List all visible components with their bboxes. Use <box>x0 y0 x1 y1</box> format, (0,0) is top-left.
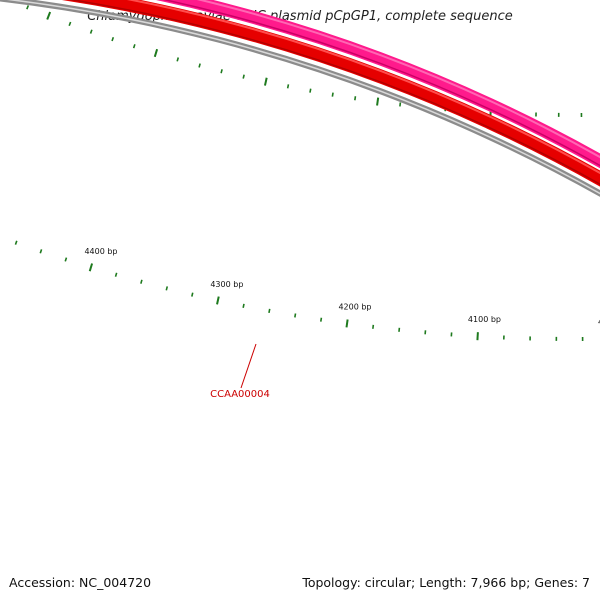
forward-strand-inner-edge <box>126 0 600 175</box>
inner-tick-4220 <box>354 96 357 101</box>
outer-tick-4260 <box>268 308 271 313</box>
inner-tick-4460 <box>89 29 93 34</box>
outer-tick-4400 <box>88 263 94 272</box>
outer-tick-4380 <box>114 272 118 277</box>
backbone-highlight <box>6 0 600 195</box>
gene-annotation: CCAA00004 <box>210 343 270 400</box>
reverse-strand-inner-edge <box>196 0 600 159</box>
outer-tick-4420 <box>64 257 68 262</box>
topology-summary: Topology: circular; Length: 7,966 bp; Ge… <box>302 575 590 590</box>
inner-tick-4200 <box>376 97 380 106</box>
inner-tick-4520 <box>26 5 30 10</box>
tick-label-4300: 4300 bp <box>210 280 243 289</box>
outer-tick-4300 <box>216 296 220 305</box>
inner-tick-4360 <box>198 63 201 68</box>
outer-tick-4220 <box>319 317 323 322</box>
outer-tick-4340 <box>165 286 169 291</box>
inner-tick-4500 <box>46 11 52 20</box>
inner-tick-4260 <box>309 88 312 93</box>
tick-label-4000: 4000 bp <box>598 318 600 327</box>
inner-tick-4300 <box>263 77 268 86</box>
gene-leader-line <box>240 343 257 389</box>
forward-strand-outer-edge <box>68 0 600 186</box>
accession-text: Accession: NC_004720 <box>9 575 152 590</box>
outer-tick-4280 <box>242 303 245 308</box>
reverse-strand-outer-edge <box>162 0 600 167</box>
tick-label-4400: 4400 bp <box>84 247 117 256</box>
tick-label-4100: 4100 bp <box>468 315 501 324</box>
outer-tick-4440 <box>39 249 43 254</box>
inner-tick-4240 <box>331 92 334 97</box>
outer-tick-4240 <box>294 313 297 318</box>
reverse-strand-band <box>155 0 600 169</box>
gene-label: CCAA00004 <box>210 389 270 400</box>
tick-label-4200: 4200 bp <box>338 303 371 312</box>
inner-tick-4280 <box>286 84 290 89</box>
inner-tick-4340 <box>220 69 223 74</box>
inner-tick-4420 <box>132 44 136 49</box>
inner-tick-4320 <box>242 74 245 79</box>
outer-tick-4360 <box>140 279 143 284</box>
inner-tick-4480 <box>68 21 72 27</box>
outer-tick-4320 <box>191 292 194 297</box>
feature-tracks <box>0 0 600 197</box>
outer-tick-4200 <box>345 319 349 328</box>
inner-tick-4380 <box>176 57 180 62</box>
inner-tick-4400 <box>153 48 159 58</box>
outer-tick-4460 <box>14 240 18 245</box>
forward-strand-band <box>61 0 600 187</box>
inner-tick-4440 <box>111 36 115 42</box>
